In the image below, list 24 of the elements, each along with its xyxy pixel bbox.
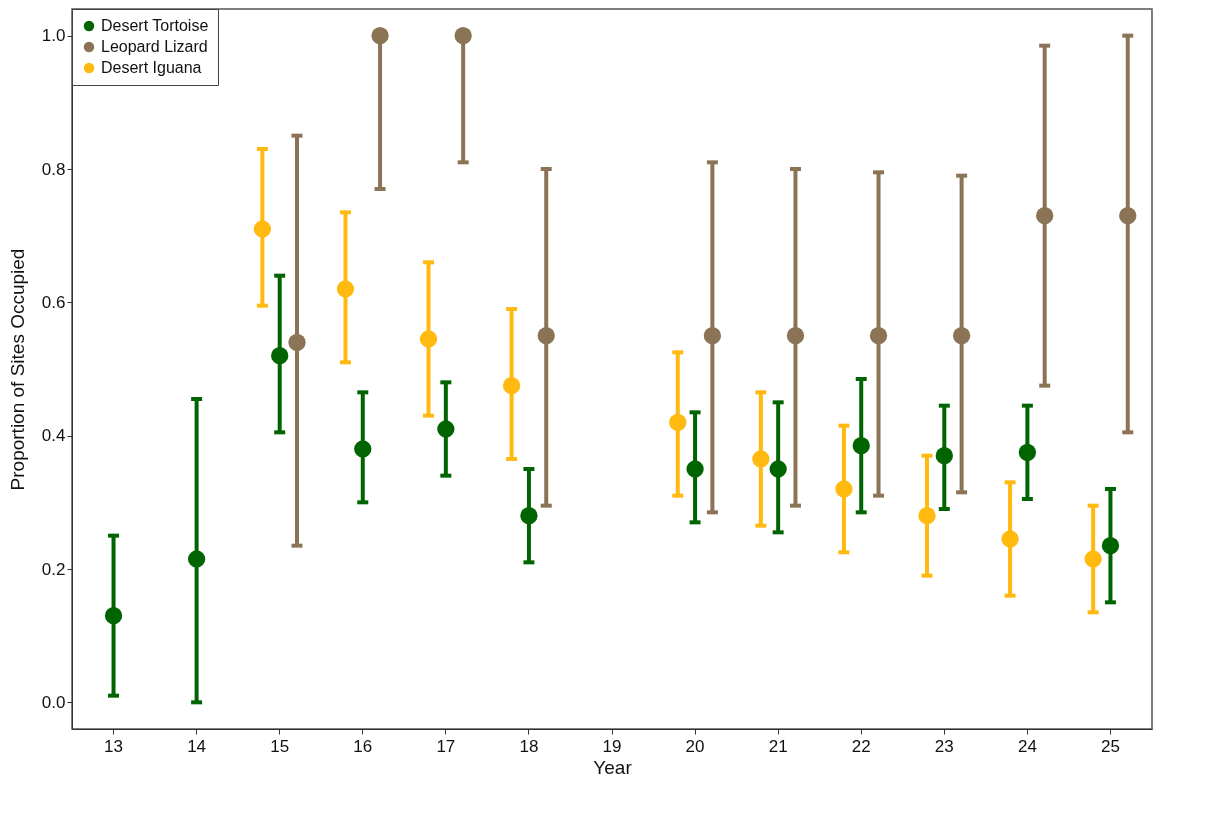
legend-label: Leopard Lizard	[101, 38, 208, 55]
y-axis-title: Proportion of Sites Occupied	[6, 248, 28, 491]
x-tick-label: 22	[851, 736, 871, 756]
x-axis-title: Year	[593, 756, 633, 778]
x-tick-label: 18	[519, 736, 539, 756]
y-tick-label: 0.6	[41, 292, 66, 312]
x-tick-label: 16	[353, 736, 373, 756]
x-tick-label: 24	[1017, 736, 1037, 756]
legend-label: Desert Iguana	[101, 59, 202, 76]
x-tick-label: 14	[187, 736, 207, 756]
x-tick-label: 20	[685, 736, 705, 756]
x-tick-label: 17	[436, 736, 456, 756]
y-tick-label: 1.0	[41, 26, 66, 46]
y-tick-label: 0.4	[41, 426, 66, 446]
x-tick-label: 21	[768, 736, 788, 756]
y-tick-label: 0.8	[41, 159, 66, 179]
x-tick-label: 23	[934, 736, 954, 756]
y-tick-label: 0.2	[41, 559, 66, 579]
x-tick-label: 19	[602, 736, 622, 756]
legend-label: Desert Tortoise	[101, 17, 209, 34]
x-tick-label: 25	[1101, 736, 1120, 756]
x-tick-label: 13	[104, 736, 123, 756]
y-tick-label: 0.0	[41, 692, 66, 712]
x-tick-label: 15	[270, 736, 290, 756]
